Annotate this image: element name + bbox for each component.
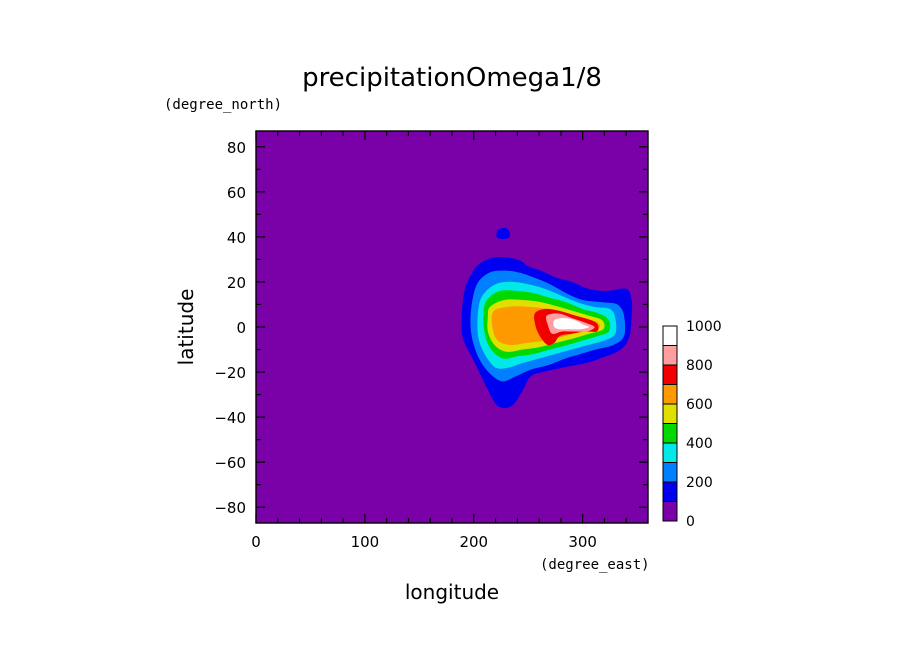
x-tick-label: 0 — [251, 533, 261, 551]
y-tick-label: 0 — [236, 319, 246, 337]
x-axis-label: longitude — [405, 580, 499, 604]
y-tick-label: −20 — [214, 364, 246, 382]
colorbar-tick-label: 400 — [686, 436, 713, 452]
y-tick-label: −80 — [214, 499, 246, 517]
y-unit-label: (degree_north) — [164, 97, 282, 113]
colorbar: 1000 800 600 400 200 0 — [662, 319, 722, 530]
colorbar-swatch-100 — [662, 481, 678, 502]
contour-level-100-1 — [496, 227, 511, 240]
colorbar-tick-label: 0 — [686, 514, 695, 530]
y-tick-label: 20 — [227, 274, 246, 292]
x-axis-ticks: 0 100 200 300 — [251, 131, 627, 551]
x-unit-label: (degree_east) — [540, 557, 650, 573]
y-tick-label: 80 — [227, 139, 246, 157]
y-tick-label: −60 — [214, 454, 246, 472]
colorbar-swatch-600 — [662, 384, 678, 405]
colorbar-swatch-700 — [662, 364, 678, 385]
colorbar-swatch-900 — [662, 325, 678, 346]
y-tick-label: 40 — [227, 229, 246, 247]
colorbar-tick-label: 200 — [686, 475, 713, 491]
x-tick-label: 100 — [351, 533, 380, 551]
colorbar-tick-label: 1000 — [686, 319, 722, 335]
colorbar-swatch-500 — [662, 403, 678, 424]
contour-level-1000-9 — [553, 318, 590, 330]
colorbar-swatch-300 — [662, 442, 678, 463]
colorbar-swatch-200 — [662, 462, 678, 483]
colorbar-tick-label: 600 — [686, 397, 713, 413]
y-tick-label: 60 — [227, 184, 246, 202]
y-axis-ticks: 80 60 40 20 0 −20 −40 −60 −80 — [214, 139, 648, 517]
contour-layer — [461, 227, 633, 409]
colorbar-swatch-400 — [662, 423, 678, 444]
chart-title: precipitationOmega1/8 — [302, 63, 602, 93]
y-tick-label: −40 — [214, 409, 246, 427]
colorbar-swatch-800 — [662, 345, 678, 366]
x-tick-label: 300 — [568, 533, 597, 551]
x-tick-label: 200 — [459, 533, 488, 551]
y-axis-label: latitude — [174, 289, 198, 366]
colorbar-swatch-0 — [662, 501, 678, 522]
colorbar-tick-label: 800 — [686, 358, 713, 374]
